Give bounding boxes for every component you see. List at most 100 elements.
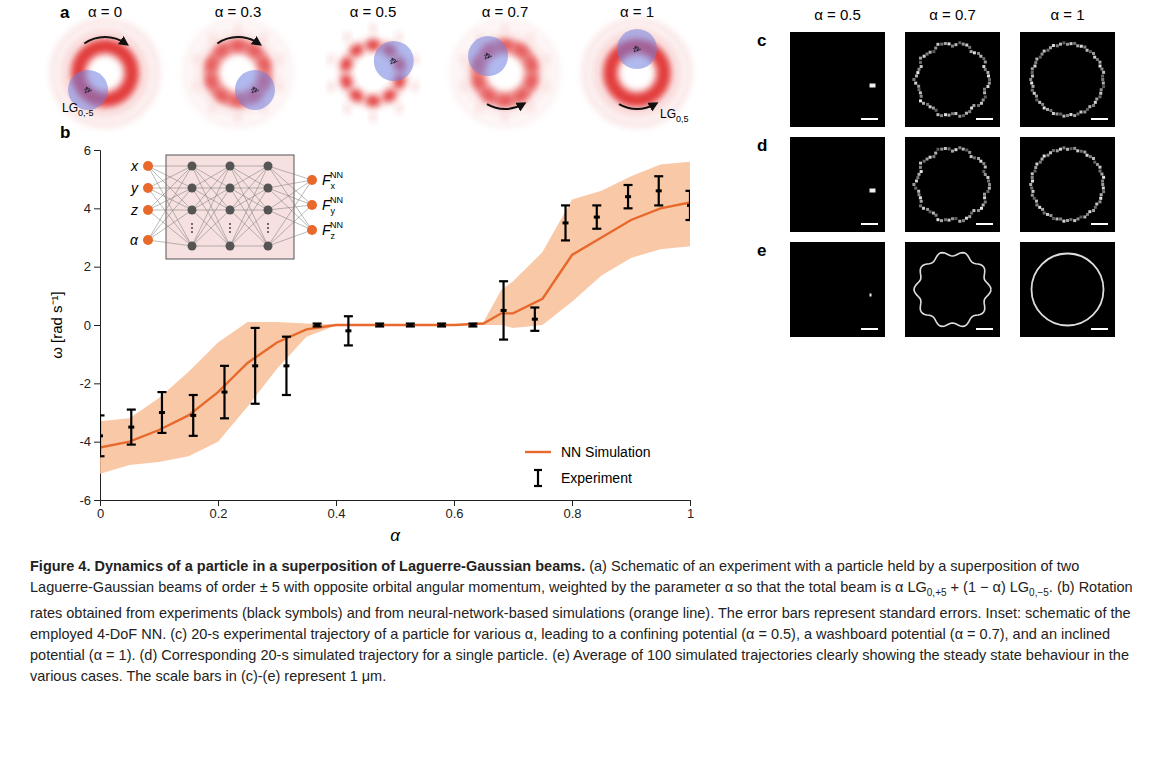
x-tick: 0.8 bbox=[563, 500, 581, 521]
trajectory-pixel bbox=[1059, 43, 1062, 46]
rotation-arrow bbox=[217, 37, 258, 44]
panel-a: aα = 0α = 0.3α = 0.5α = 0.7α = 1LG0,-5LG… bbox=[53, 3, 689, 125]
trajectory-pixel bbox=[1076, 44, 1079, 47]
x-tick-label: 0.6 bbox=[445, 506, 463, 521]
trajectory-dot bbox=[870, 189, 876, 193]
trajectory-pixel bbox=[1086, 108, 1089, 111]
error-bar bbox=[499, 281, 508, 339]
image-background bbox=[1020, 32, 1115, 127]
panel-label: a bbox=[60, 3, 70, 22]
trajectory-pixel bbox=[958, 41, 961, 44]
trajectory-pixel bbox=[1059, 218, 1062, 221]
output-label: FyNN bbox=[322, 195, 343, 216]
x-tick: 0 bbox=[97, 500, 104, 521]
x-axis: 00.20.40.60.81 bbox=[97, 500, 694, 521]
output-sup: NN bbox=[330, 195, 343, 205]
trajectory-pixel bbox=[1070, 42, 1073, 45]
trajectory-pixel bbox=[917, 68, 920, 71]
inset-connection bbox=[230, 210, 268, 246]
error-bar-cap bbox=[282, 394, 291, 396]
trajectory-pixel bbox=[1073, 114, 1076, 117]
inset-connection bbox=[268, 180, 312, 246]
rotation-arrow bbox=[84, 37, 125, 44]
inset-connection bbox=[148, 166, 192, 167]
trajectory-pixel bbox=[1096, 58, 1099, 61]
scale-bar bbox=[861, 328, 878, 330]
y-axis-title: ω [rad s⁻¹] bbox=[48, 291, 65, 359]
output-node bbox=[307, 225, 317, 235]
trajectory-pixel bbox=[1095, 203, 1098, 206]
ellipsis-dot bbox=[191, 223, 193, 225]
ellipsis-dot bbox=[229, 227, 231, 229]
inset-connection bbox=[230, 166, 268, 188]
trajectory-pixel bbox=[988, 82, 991, 85]
output-sup: NN bbox=[330, 220, 343, 230]
data-point bbox=[439, 324, 445, 327]
trajectory-pixel bbox=[1100, 68, 1103, 71]
trajectory-pixel bbox=[1089, 155, 1092, 158]
inset-connection bbox=[268, 166, 312, 180]
side-ring bbox=[53, 21, 157, 125]
trajectory-image bbox=[905, 242, 1000, 337]
error-bar-cap bbox=[251, 327, 260, 329]
side-lobe bbox=[412, 82, 418, 92]
legend-label: Experiment bbox=[561, 470, 632, 486]
trajectory-pixel bbox=[926, 103, 929, 106]
trajectory-pixel bbox=[958, 115, 961, 118]
inset-connection bbox=[192, 166, 230, 188]
side-lobe bbox=[209, 32, 215, 42]
error-bar bbox=[592, 205, 601, 228]
inset-connection bbox=[192, 210, 230, 246]
trajectory-pixel bbox=[1046, 49, 1049, 52]
trajectory-pixel bbox=[1035, 163, 1038, 166]
inset-connection bbox=[148, 210, 192, 246]
column-title: α = 0.7 bbox=[929, 6, 976, 23]
trajectory-pixel bbox=[970, 50, 973, 53]
trajectory-pixel bbox=[936, 43, 939, 46]
trajectory-pixel bbox=[1049, 46, 1052, 49]
inset-connection bbox=[192, 246, 230, 247]
side-ring bbox=[63, 31, 147, 115]
side-lobe bbox=[193, 54, 199, 64]
uncertainty-band bbox=[100, 162, 690, 474]
trajectory-image bbox=[790, 32, 885, 127]
trajectory-pixel bbox=[951, 217, 954, 220]
trajectory-pixel bbox=[915, 179, 918, 182]
trajectory-pixel bbox=[1076, 112, 1079, 115]
trajectory-pixel bbox=[919, 57, 922, 60]
y-tick-mark bbox=[94, 150, 100, 151]
legend-label: NN Simulation bbox=[561, 444, 650, 460]
input-label: y bbox=[130, 180, 139, 196]
trajectory-pixel bbox=[1100, 193, 1103, 196]
ellipsis-dot bbox=[191, 227, 193, 229]
y-tick-label: 0 bbox=[84, 318, 91, 333]
trajectory-pixel bbox=[1083, 151, 1086, 154]
side-ring bbox=[453, 21, 557, 125]
trajectory-pixel bbox=[973, 51, 976, 54]
intensity-lobe bbox=[338, 72, 354, 91]
trajectory-pixel bbox=[962, 114, 965, 117]
trajectory-pixel bbox=[1033, 65, 1036, 68]
inset-connections bbox=[148, 166, 312, 246]
y-tick-label: -4 bbox=[79, 434, 91, 449]
inset-connection bbox=[192, 210, 230, 211]
particle bbox=[468, 36, 508, 76]
trajectory-pixel bbox=[1035, 203, 1038, 206]
trajectory-pixel bbox=[1066, 219, 1069, 222]
error-bar-cap bbox=[654, 175, 663, 177]
trajectory-pixel bbox=[1030, 82, 1033, 85]
trajectory-pixel bbox=[919, 61, 922, 64]
trajectory-pixel bbox=[1099, 170, 1102, 173]
trajectory-pixel bbox=[988, 183, 991, 186]
trajectory-pixel bbox=[1029, 183, 1032, 186]
y-tick-label: 6 bbox=[84, 143, 91, 158]
trajectory-image bbox=[790, 137, 885, 232]
data-point bbox=[252, 364, 258, 367]
side-lobe bbox=[476, 104, 482, 114]
data-point bbox=[377, 324, 383, 327]
trajectory-pixel bbox=[1043, 211, 1046, 214]
trajectory-pixel bbox=[917, 173, 920, 176]
trajectory-pixel bbox=[919, 204, 922, 207]
image-background bbox=[905, 137, 1000, 232]
trajectory-pixel bbox=[984, 165, 987, 168]
